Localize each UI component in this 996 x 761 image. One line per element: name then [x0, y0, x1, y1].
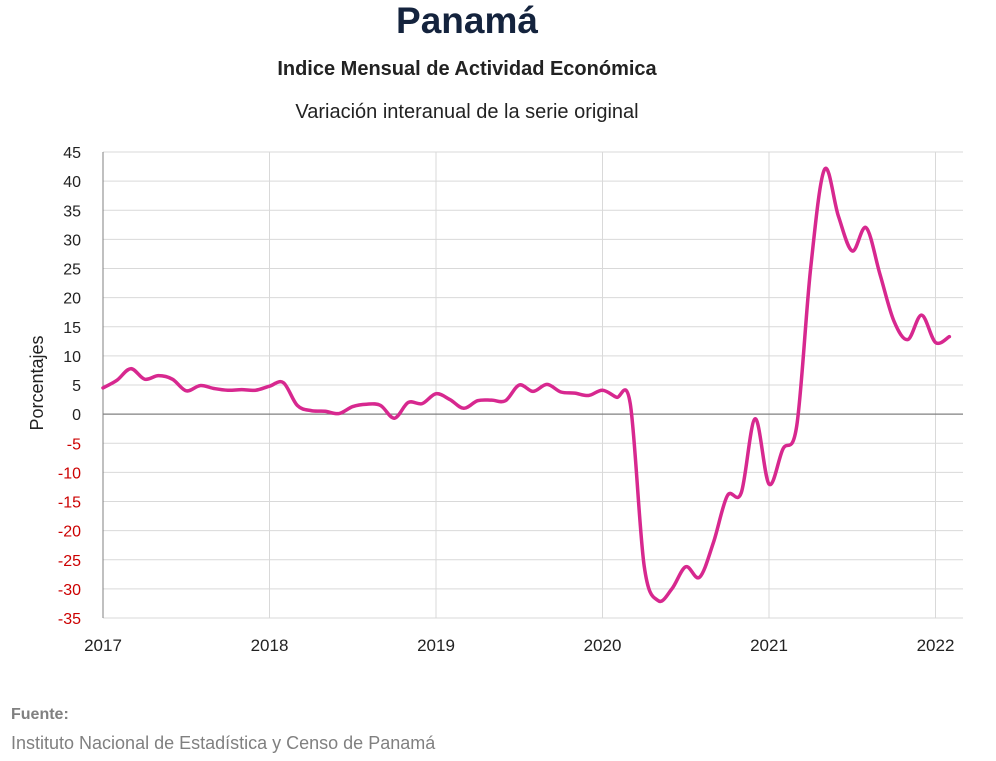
data-point: [254, 389, 257, 392]
data-point: [656, 599, 659, 602]
data-point: [545, 383, 548, 386]
y-tick-label: -25: [58, 553, 81, 570]
data-point: [865, 226, 868, 229]
data-point: [268, 385, 271, 388]
data-point: [157, 374, 160, 377]
data-point: [892, 319, 895, 322]
data-point: [809, 267, 812, 270]
y-tick-label: 35: [63, 203, 81, 220]
data-point: [934, 341, 937, 344]
source-text: Instituto Nacional de Estadística y Cens…: [11, 733, 436, 753]
data-point: [379, 404, 382, 407]
data-point: [296, 404, 299, 407]
y-tick-label: -10: [58, 465, 81, 482]
data-point: [851, 249, 854, 252]
data-point: [337, 412, 340, 415]
data-point: [434, 392, 437, 395]
data-point: [212, 387, 215, 390]
y-tick-label: -15: [58, 495, 81, 512]
data-point: [476, 399, 479, 402]
data-point: [781, 447, 784, 450]
data-point: [171, 378, 174, 381]
data-point: [754, 417, 757, 420]
data-point: [906, 338, 909, 341]
data-point: [878, 273, 881, 276]
data-point: [143, 378, 146, 381]
y-axis-title: Porcentajes: [27, 335, 47, 430]
data-point: [615, 396, 618, 399]
data-point: [407, 401, 410, 404]
chart-subtitle: Indice Mensual de Actividad Económica: [277, 58, 657, 80]
x-tick-label: 2021: [750, 636, 788, 655]
data-point: [767, 482, 770, 485]
data-point: [726, 494, 729, 497]
data-point: [573, 392, 576, 395]
data-point: [226, 389, 229, 392]
data-point: [837, 214, 840, 217]
data-point: [559, 390, 562, 393]
data-point: [240, 388, 243, 391]
line-chart: 454035302520151050-5-10-15-20-25-30-3520…: [27, 145, 963, 655]
data-point: [351, 405, 354, 408]
source-label: Fuente:: [11, 706, 69, 723]
data-point: [490, 399, 493, 402]
data-point: [421, 402, 424, 405]
data-point: [323, 410, 326, 413]
y-tick-label: -30: [58, 582, 81, 599]
y-tick-label: 25: [63, 262, 81, 279]
data-point: [823, 168, 826, 171]
data-point: [504, 399, 507, 402]
data-point: [601, 389, 604, 392]
data-point: [310, 409, 313, 412]
y-tick-label: 0: [72, 407, 81, 424]
data-point: [740, 491, 743, 494]
data-point: [101, 386, 104, 389]
data-point: [643, 564, 646, 567]
chart-subtitle-2: Variación interanual de la serie origina…: [295, 101, 639, 123]
data-point: [920, 314, 923, 317]
data-point: [712, 541, 715, 544]
data-point: [199, 384, 202, 387]
y-tick-label: 45: [63, 145, 81, 162]
data-point: [282, 381, 285, 384]
y-tick-label: 15: [63, 320, 81, 337]
y-tick-label: 10: [63, 349, 81, 366]
series-line: [101, 166, 952, 604]
data-point: [393, 417, 396, 420]
data-point: [532, 390, 535, 393]
data-point: [698, 576, 701, 579]
data-point: [948, 335, 951, 338]
data-point: [129, 367, 132, 370]
y-tick-label: 20: [63, 291, 81, 308]
y-tick-label: -20: [58, 524, 81, 541]
y-tick-label: 30: [63, 232, 81, 249]
x-tick-label: 2022: [917, 636, 955, 655]
data-point: [587, 394, 590, 397]
x-tick-label: 2019: [417, 636, 455, 655]
x-tick-label: 2018: [251, 636, 289, 655]
y-tick-label: 40: [63, 174, 81, 191]
chart-title: Panamá: [396, 0, 538, 41]
y-tick-label: -35: [58, 611, 81, 628]
data-point: [670, 587, 673, 590]
data-point: [629, 402, 632, 405]
data-point: [462, 407, 465, 410]
data-point: [684, 565, 687, 568]
data-point: [185, 389, 188, 392]
x-tick-label: 2020: [584, 636, 622, 655]
x-tick-label: 2017: [84, 636, 122, 655]
data-point: [518, 383, 521, 386]
y-tick-label: -5: [67, 436, 81, 453]
data-point: [448, 398, 451, 401]
data-point: [365, 403, 368, 406]
data-point: [795, 424, 798, 427]
data-point: [115, 379, 118, 382]
y-tick-label: 5: [72, 378, 81, 395]
